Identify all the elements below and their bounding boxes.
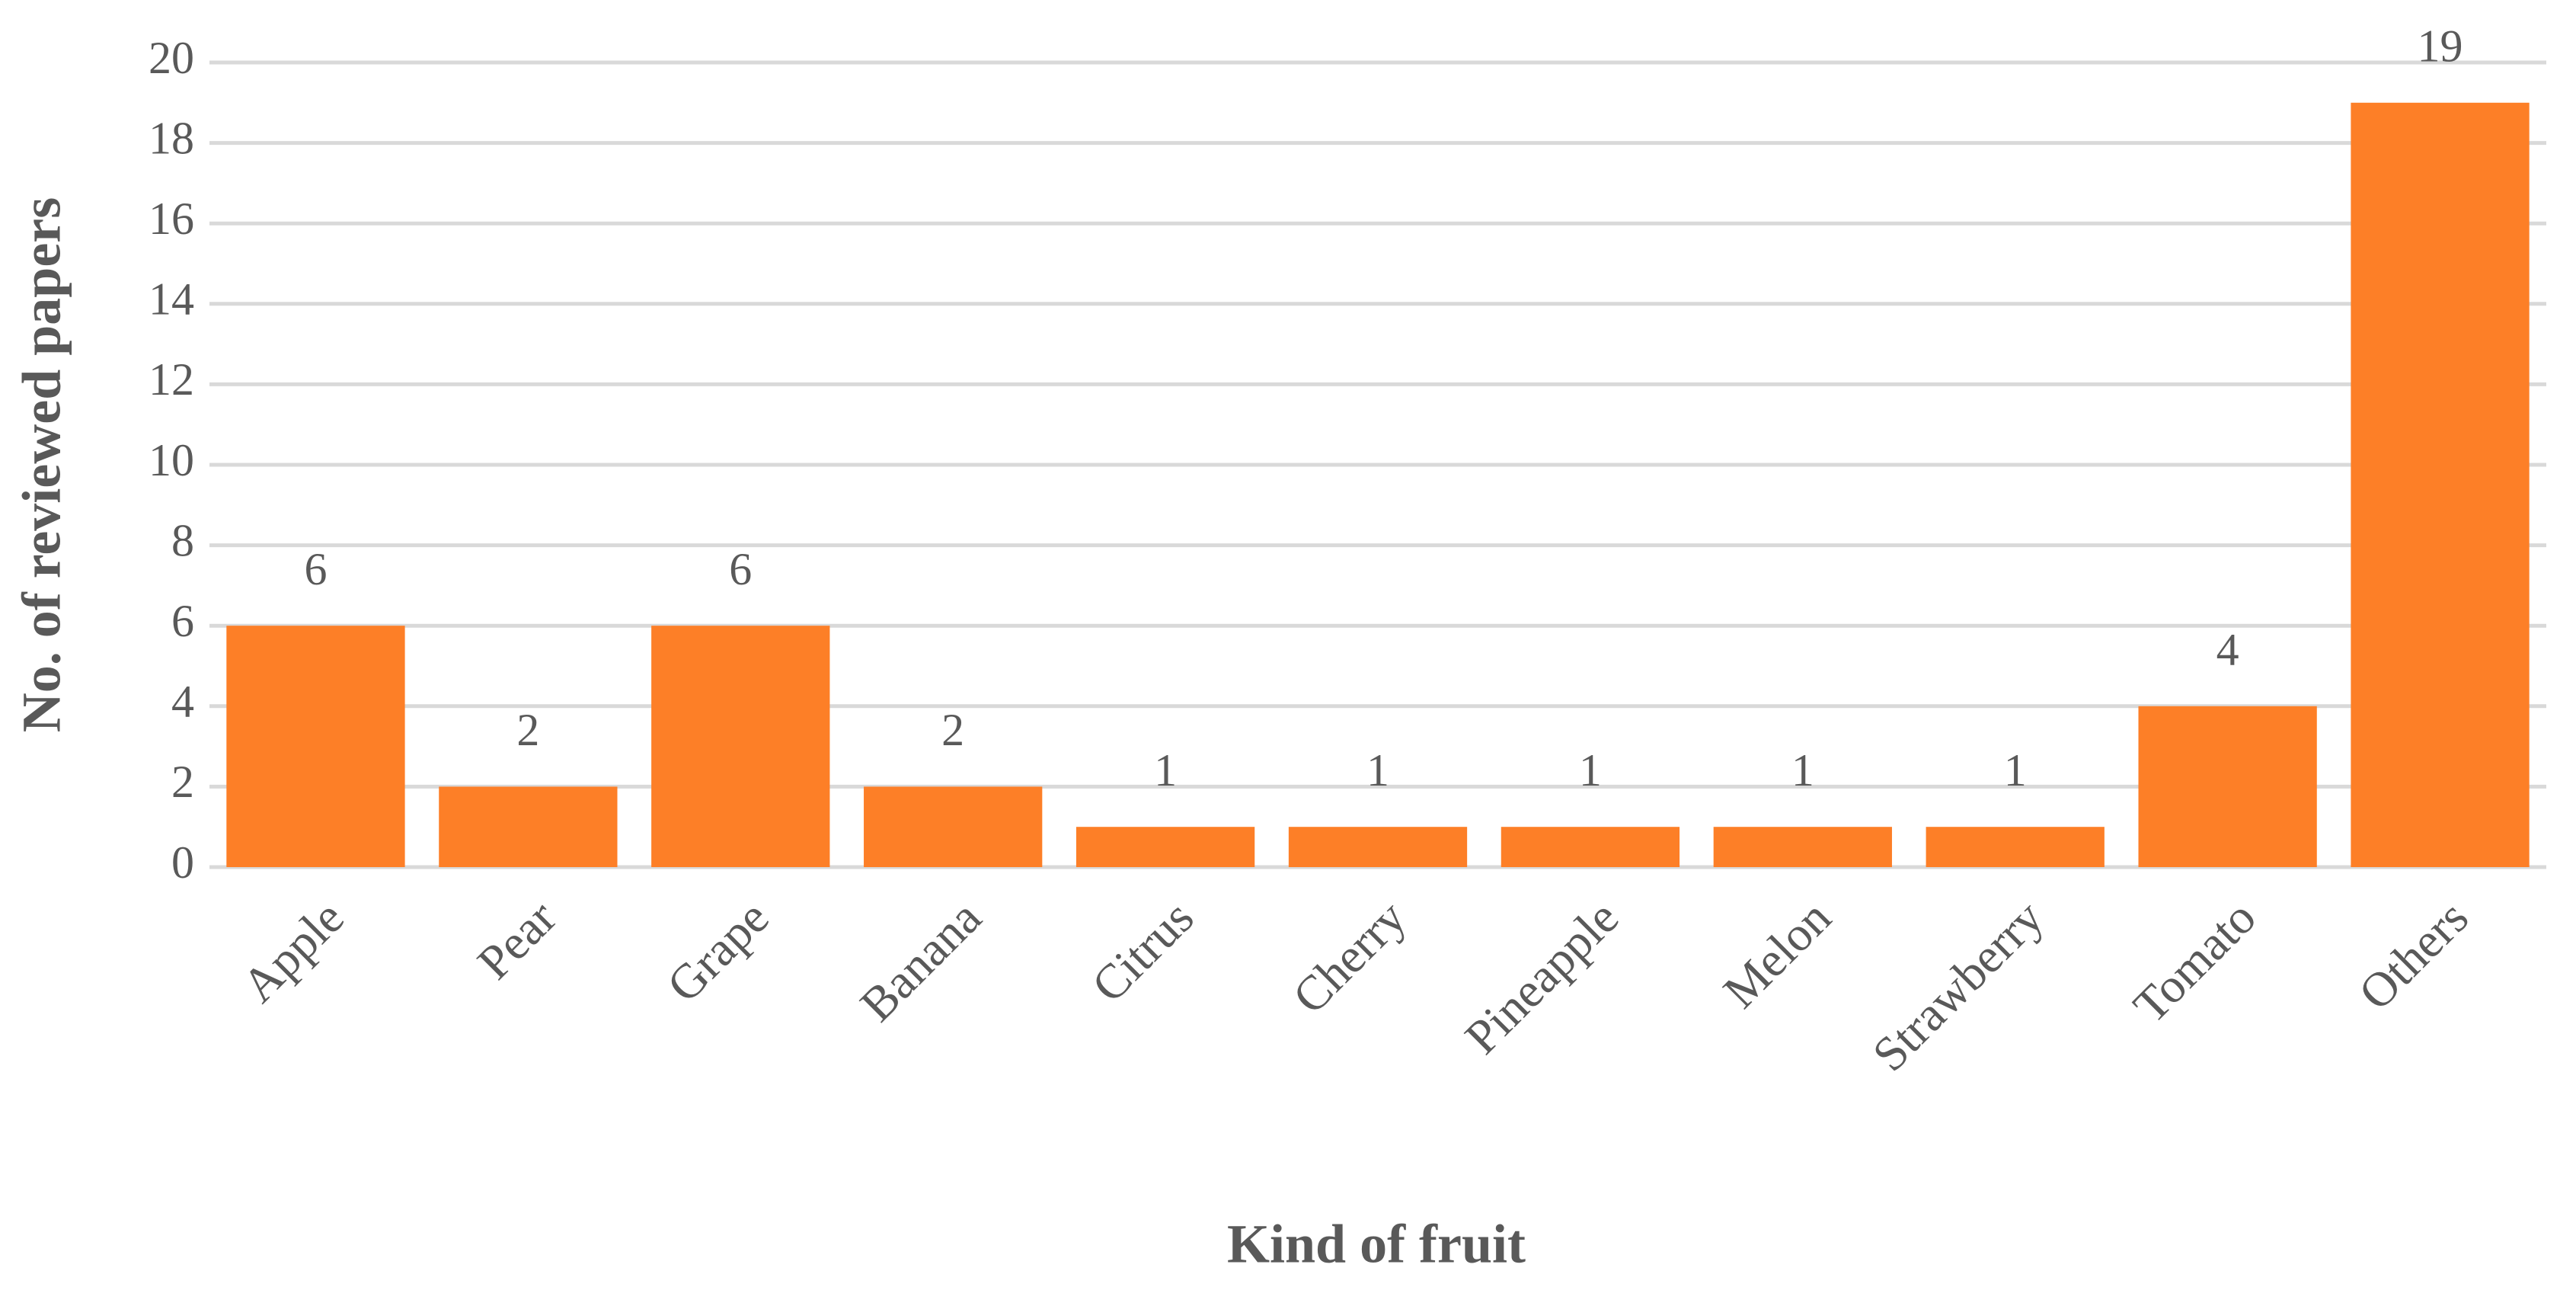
- x-tick-label: Citrus: [1082, 890, 1204, 1013]
- bar: [864, 786, 1043, 867]
- x-tick-label: Pear: [467, 890, 567, 990]
- y-tick-label: 10: [149, 435, 194, 485]
- y-tick-label: 6: [171, 596, 194, 646]
- y-tick-label: 16: [149, 194, 194, 244]
- data-label: 2: [516, 705, 539, 755]
- x-tick-label: Others: [2348, 890, 2479, 1020]
- x-tick-label: Apple: [232, 890, 354, 1013]
- x-tick-label: Banana: [850, 890, 992, 1032]
- data-label: 1: [1579, 745, 1602, 795]
- x-tick-label: Melon: [1713, 890, 1841, 1018]
- y-tick-label: 12: [149, 354, 194, 405]
- y-tick-label: 4: [171, 677, 194, 727]
- bar: [2138, 706, 2317, 867]
- y-tick-label: 20: [149, 33, 194, 83]
- data-label: 1: [1366, 745, 1389, 795]
- bar: [226, 626, 405, 867]
- bar: [2351, 102, 2530, 868]
- data-label: 1: [2004, 745, 2027, 795]
- y-tick-label: 18: [149, 113, 194, 163]
- bar: [1926, 827, 2105, 867]
- y-tick-label: 8: [171, 515, 194, 565]
- x-axis-title: Kind of fruit: [1227, 1214, 1526, 1275]
- x-tick-label: Cherry: [1282, 890, 1416, 1024]
- data-label: 1: [1791, 745, 1814, 795]
- bar: [1288, 827, 1468, 867]
- data-label: 1: [1154, 745, 1177, 795]
- bar: [439, 786, 618, 867]
- x-tick-label: Tomato: [2123, 890, 2266, 1033]
- x-tick-label: Strawberry: [1862, 890, 2053, 1081]
- data-label: 6: [304, 544, 327, 594]
- x-tick-label: Grape: [657, 890, 779, 1013]
- data-label: 4: [2216, 625, 2239, 675]
- data-label: 6: [729, 544, 752, 594]
- y-tick-label: 0: [171, 837, 194, 888]
- y-tick-label: 14: [149, 274, 194, 325]
- data-label: 19: [2418, 21, 2463, 72]
- x-tick-label: Pineapple: [1455, 890, 1629, 1064]
- y-axis-title: No. of reviewed papers: [11, 197, 72, 733]
- bar: [1501, 827, 1680, 867]
- y-tick-label: 2: [171, 757, 194, 807]
- bar: [651, 626, 830, 867]
- bar: [1713, 827, 1892, 867]
- bar: [1075, 827, 1255, 867]
- data-label: 2: [941, 705, 964, 755]
